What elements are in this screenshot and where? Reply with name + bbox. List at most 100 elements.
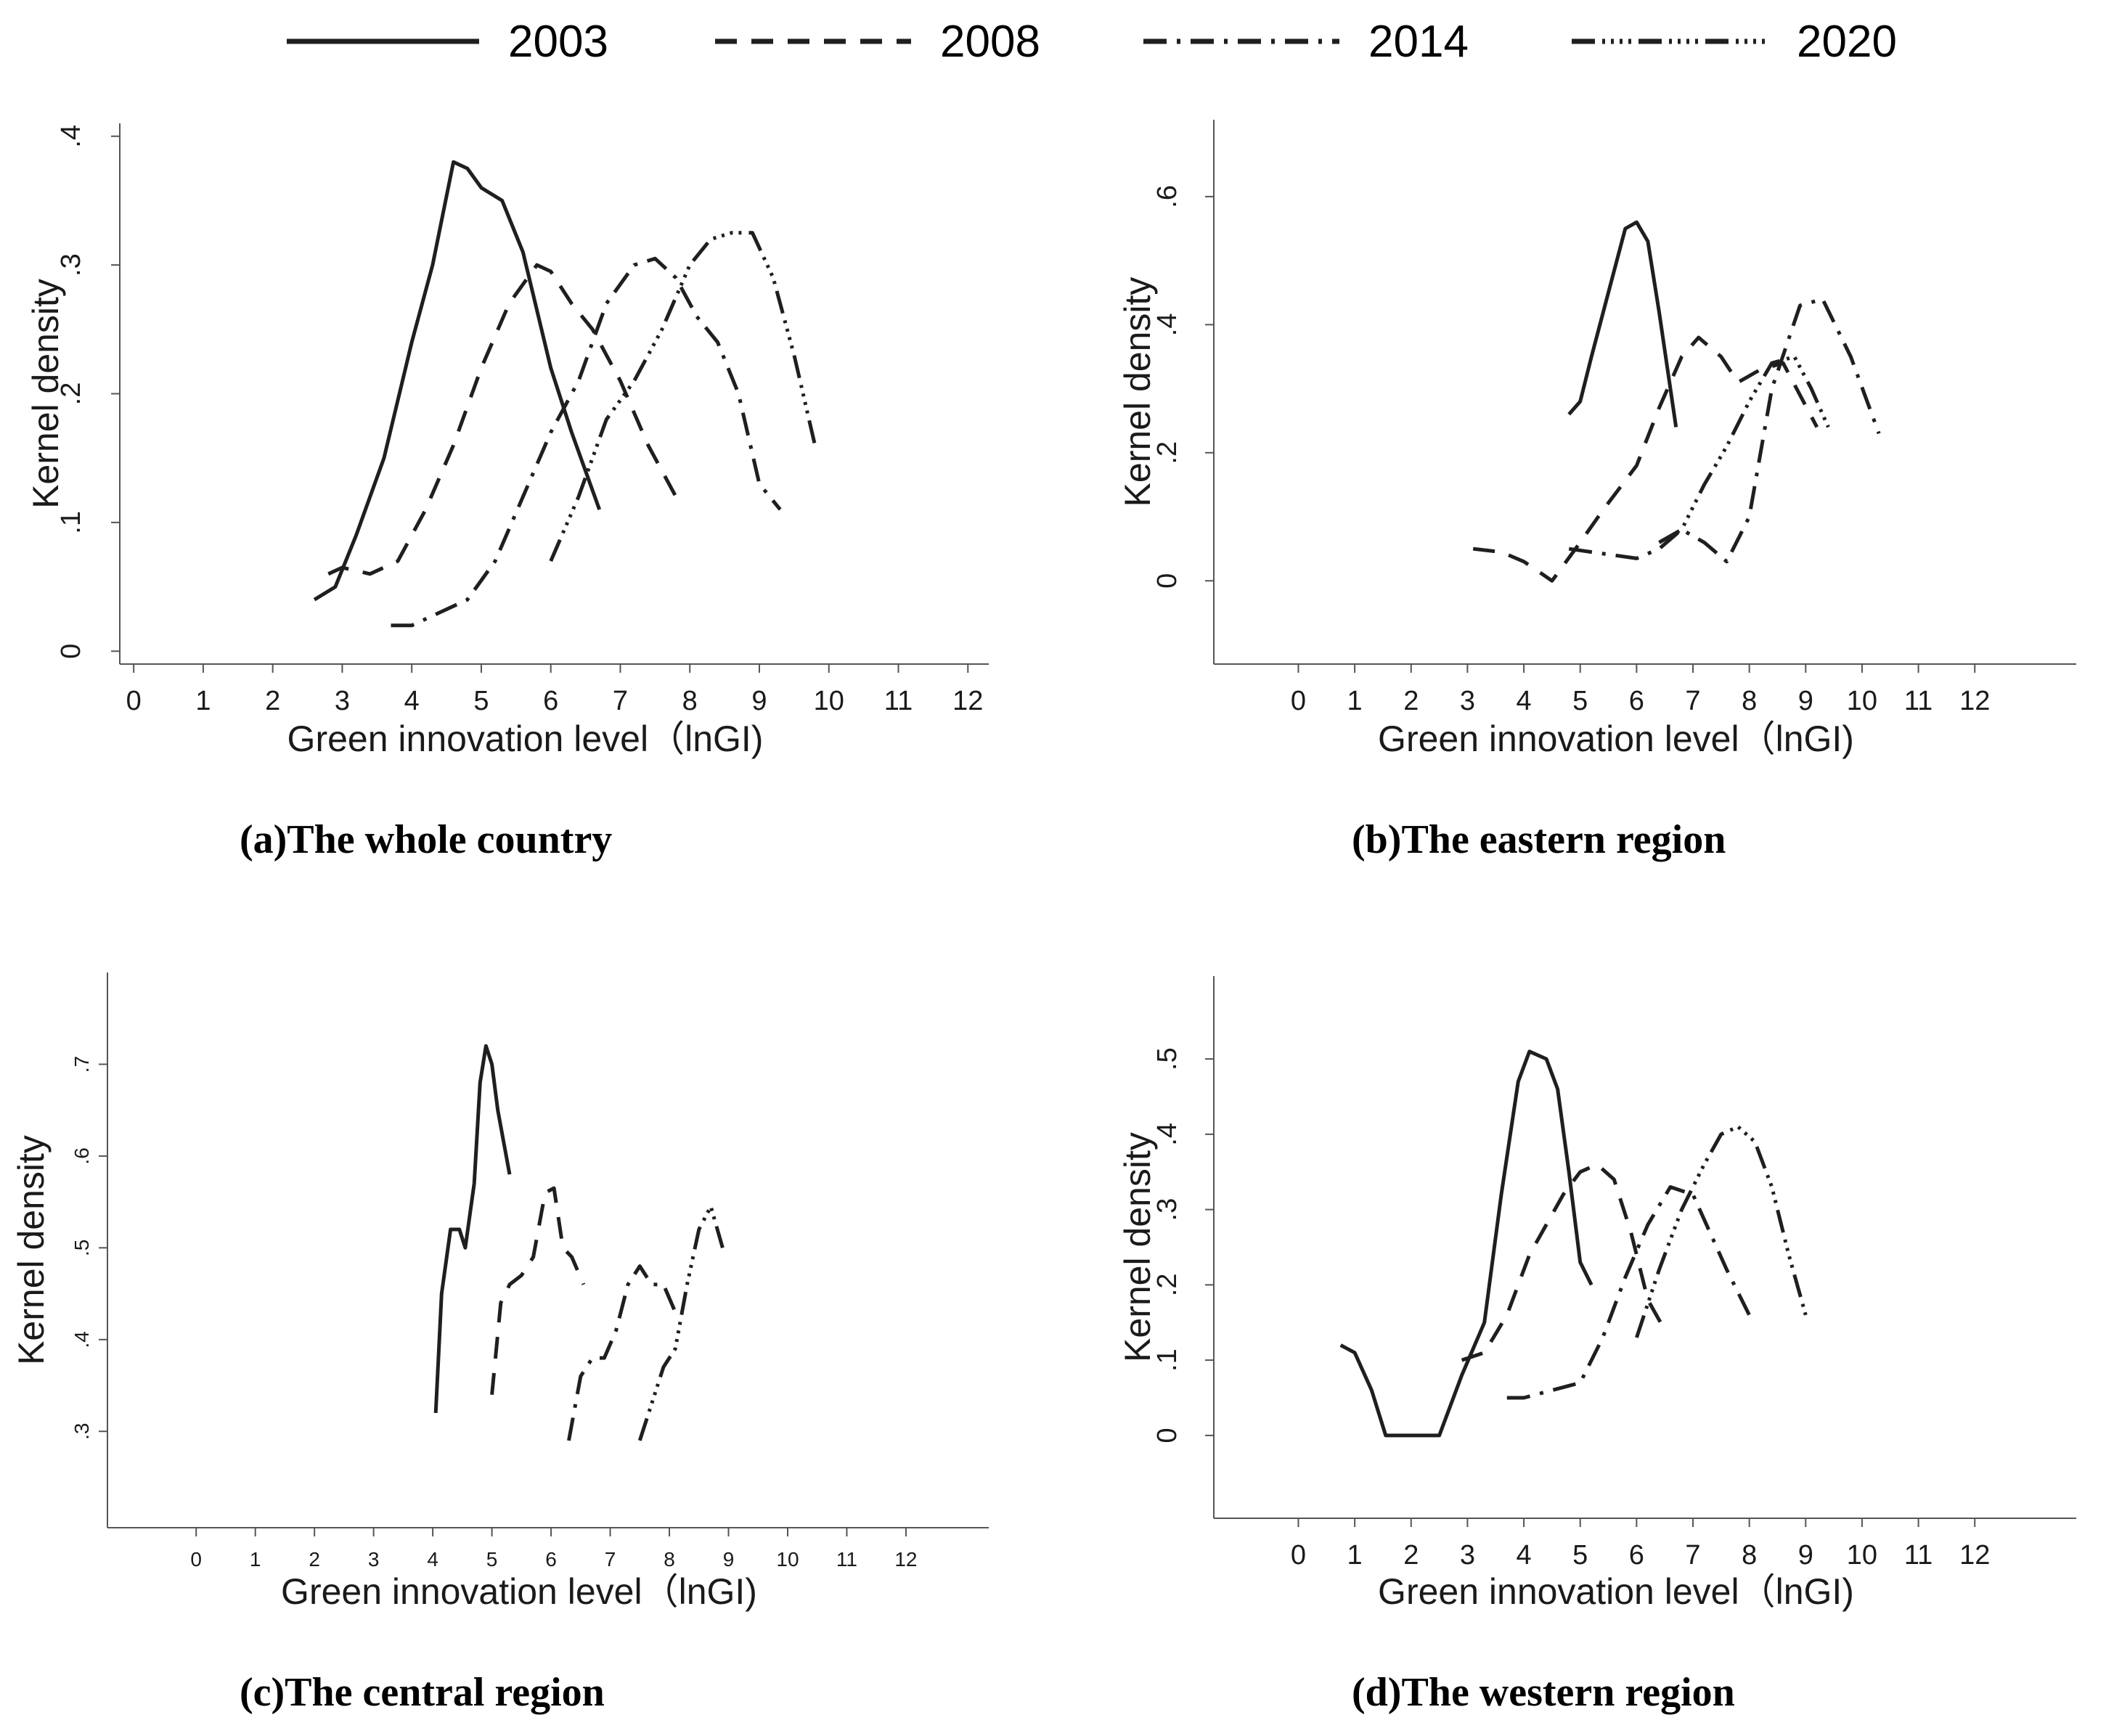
- series-line-2008: [327, 263, 678, 576]
- x-tick-label: 4: [404, 686, 420, 716]
- x-tick-label: 1: [1347, 1540, 1363, 1571]
- series-line-2020: [637, 1204, 725, 1441]
- panel-caption: (a)The whole country: [240, 817, 612, 862]
- x-tick-label: 10: [776, 1548, 799, 1571]
- y-tick-label: .1: [1152, 1348, 1183, 1372]
- x-tick-label: 8: [1742, 686, 1757, 716]
- legend: 2003 2008 2014 2020: [287, 17, 1897, 67]
- x-axis-title: Green innovation level（lnGI): [281, 1571, 757, 1612]
- legend-label: 2008: [940, 17, 1040, 67]
- series-line-2008: [1472, 335, 1819, 583]
- x-tick-label: 6: [1629, 1540, 1644, 1571]
- x-tick-label: 5: [473, 686, 489, 716]
- x-tick-label: 7: [605, 1548, 616, 1571]
- y-tick-label: .4: [70, 1331, 93, 1348]
- x-axis-title: Green innovation level（lnGI): [1378, 1571, 1854, 1612]
- y-tick-label: .2: [1152, 441, 1183, 464]
- x-tick-label: 4: [427, 1548, 438, 1571]
- series-line-2003: [1567, 220, 1678, 427]
- x-tick-label: 6: [543, 686, 558, 716]
- x-tick-label: 12: [952, 686, 983, 716]
- y-tick-label: .6: [1152, 185, 1183, 208]
- x-tick-label: 10: [1847, 686, 1877, 716]
- y-tick-label: .2: [1152, 1274, 1183, 1297]
- x-tick-label: 2: [1403, 686, 1419, 716]
- x-tick-label: 11: [1904, 686, 1933, 716]
- x-tick-label: 5: [1572, 686, 1588, 716]
- x-tick-label: 8: [682, 686, 698, 716]
- x-tick-label: 3: [1460, 686, 1475, 716]
- x-tick-label: 1: [250, 1548, 261, 1571]
- x-tick-label: 0: [126, 686, 142, 716]
- x-tick-label: 3: [368, 1548, 380, 1571]
- x-tick-label: 2: [1403, 1540, 1419, 1571]
- series-line-2008: [490, 1186, 586, 1395]
- x-tick-label: 7: [1685, 1540, 1700, 1571]
- series-line-2003: [433, 1044, 512, 1414]
- x-tick-label: 9: [751, 686, 767, 716]
- x-tick-label: 8: [664, 1548, 675, 1571]
- y-tick-label: .1: [56, 511, 86, 534]
- x-tick-label: 8: [1742, 1540, 1757, 1571]
- x-tick-label: 6: [1629, 686, 1644, 716]
- x-tick-label: 0: [190, 1548, 202, 1571]
- y-axis-title: Kernel density: [25, 279, 66, 509]
- legend-item-2003: 2003: [287, 17, 608, 67]
- x-tick-label: 2: [265, 686, 280, 716]
- series-line-2014: [567, 1264, 677, 1441]
- x-tick-label: 2: [309, 1548, 320, 1571]
- x-tick-label: 12: [1959, 1540, 1990, 1571]
- x-tick-label: 12: [894, 1548, 917, 1571]
- x-axis-title: Green innovation level（lnGI): [287, 718, 764, 759]
- y-tick-label: .5: [1152, 1047, 1183, 1070]
- x-tick-label: 5: [486, 1548, 498, 1571]
- x-tick-label: 12: [1959, 686, 1990, 716]
- y-tick-label: .4: [1152, 1123, 1183, 1146]
- x-tick-label: 9: [1798, 686, 1813, 716]
- y-tick-label: .3: [70, 1423, 93, 1440]
- y-tick-label: 0: [56, 644, 86, 659]
- y-tick-label: .3: [56, 253, 86, 277]
- x-tick-label: 7: [613, 686, 628, 716]
- x-tick-label: 11: [836, 1548, 857, 1571]
- x-tick-label: 10: [1847, 1540, 1877, 1571]
- x-tick-label: 0: [1291, 686, 1306, 716]
- y-tick-label: .2: [56, 382, 86, 406]
- legend-label: 2020: [1797, 17, 1897, 67]
- y-tick-label: .3: [1152, 1198, 1183, 1221]
- y-tick-label: .5: [70, 1240, 93, 1256]
- y-tick-label: .7: [70, 1056, 93, 1073]
- x-tick-label: 11: [1904, 1540, 1933, 1571]
- panel-caption: (d)The western region: [1352, 1670, 1735, 1715]
- legend-item-2008: 2008: [715, 17, 1040, 67]
- series-line-2008: [1461, 1162, 1667, 1362]
- x-tick-label: 11: [884, 686, 913, 716]
- series-line-2020: [1635, 1125, 1808, 1338]
- legend-label: 2014: [1368, 17, 1469, 67]
- x-tick-label: 3: [335, 686, 350, 716]
- y-axis-title: Kernel density: [1117, 1132, 1158, 1362]
- legend-label: 2003: [508, 17, 608, 67]
- legend-item-2014: 2014: [1143, 17, 1469, 67]
- panel-caption: (b)The eastern region: [1352, 817, 1726, 862]
- x-tick-label: 9: [723, 1548, 735, 1571]
- x-tick-label: 10: [814, 686, 844, 716]
- x-tick-label: 0: [1291, 1540, 1306, 1571]
- y-axis-title: Kernel density: [1117, 277, 1158, 507]
- y-tick-label: .4: [56, 125, 86, 148]
- x-axis-title: Green innovation level（lnGI): [1378, 718, 1854, 759]
- series-line-2003: [313, 160, 602, 602]
- x-tick-label: 6: [545, 1548, 557, 1571]
- y-axis-title: Kernel density: [11, 1135, 52, 1365]
- y-tick-label: .4: [1152, 314, 1183, 337]
- series-line-2014: [1568, 297, 1881, 564]
- series-line-2003: [1339, 1049, 1593, 1438]
- x-tick-label: 7: [1685, 686, 1700, 716]
- x-tick-label: 1: [1347, 686, 1363, 716]
- x-tick-label: 4: [1516, 686, 1531, 716]
